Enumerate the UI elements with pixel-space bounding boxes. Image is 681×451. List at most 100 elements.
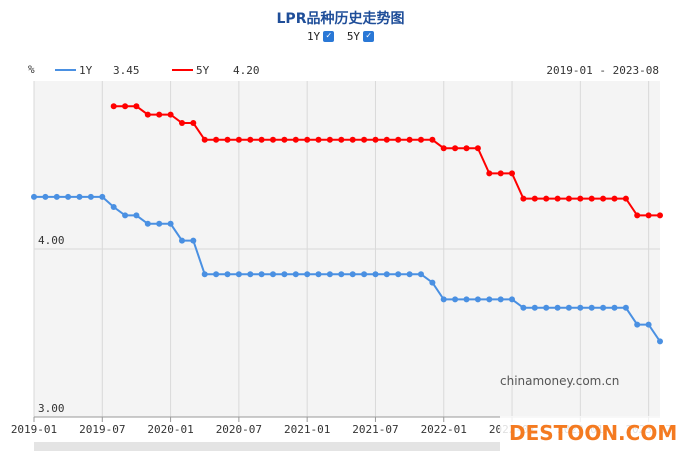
data-point[interactable] [406, 136, 413, 143]
data-point[interactable] [383, 271, 390, 278]
data-point[interactable] [406, 271, 413, 278]
data-point[interactable] [76, 193, 83, 200]
scrollbar-track[interactable] [34, 442, 500, 451]
data-point[interactable] [418, 136, 424, 143]
data-point[interactable] [292, 271, 299, 278]
data-point[interactable] [429, 136, 436, 143]
data-point[interactable] [429, 279, 436, 286]
data-point[interactable] [588, 195, 595, 202]
data-point[interactable] [554, 304, 561, 311]
data-point[interactable] [634, 321, 641, 328]
data-point[interactable] [31, 193, 37, 200]
data-point[interactable] [235, 136, 242, 143]
data-point[interactable] [622, 195, 629, 202]
data-point[interactable] [440, 296, 447, 303]
data-point[interactable] [361, 271, 368, 278]
data-point[interactable] [565, 304, 572, 311]
data-point[interactable] [349, 271, 356, 278]
data-point[interactable] [486, 170, 493, 177]
data-point[interactable] [372, 136, 379, 143]
data-point[interactable] [349, 136, 356, 143]
data-point[interactable] [497, 170, 504, 177]
data-point[interactable] [645, 212, 652, 219]
data-point[interactable] [167, 111, 174, 118]
data-point[interactable] [600, 195, 607, 202]
data-point[interactable] [520, 195, 527, 202]
data-point[interactable] [133, 212, 140, 219]
data-point[interactable] [99, 193, 106, 200]
data-point[interactable] [543, 195, 550, 202]
data-point[interactable] [213, 136, 220, 143]
data-point[interactable] [122, 212, 129, 219]
data-point[interactable] [531, 195, 538, 202]
data-point[interactable] [144, 111, 151, 118]
data-point[interactable] [588, 304, 595, 311]
data-point[interactable] [338, 136, 345, 143]
data-point[interactable] [326, 271, 333, 278]
data-point[interactable] [156, 111, 163, 118]
checkbox-5y-icon[interactable]: ✓ [363, 31, 375, 42]
data-point[interactable] [418, 271, 424, 278]
data-point[interactable] [395, 271, 402, 278]
data-point[interactable] [486, 296, 493, 303]
data-point[interactable] [270, 271, 276, 278]
toggle-1y[interactable]: 1Y ✓ [307, 30, 335, 43]
data-point[interactable] [110, 103, 117, 110]
data-point[interactable] [611, 195, 618, 202]
data-point[interactable] [281, 271, 288, 278]
data-point[interactable] [258, 136, 265, 143]
data-point[interactable] [361, 136, 368, 143]
data-point[interactable] [463, 296, 470, 303]
checkbox-1y-icon[interactable]: ✓ [323, 31, 335, 42]
data-point[interactable] [543, 304, 550, 311]
data-point[interactable] [315, 271, 322, 278]
data-point[interactable] [110, 204, 117, 210]
data-point[interactable] [497, 296, 504, 303]
toggle-5y[interactable]: 5Y ✓ [347, 30, 375, 43]
data-point[interactable] [463, 145, 470, 152]
data-point[interactable] [190, 120, 197, 126]
data-point[interactable] [224, 136, 231, 143]
data-point[interactable] [122, 103, 129, 110]
data-point[interactable] [156, 220, 163, 227]
data-point[interactable] [65, 193, 72, 200]
data-point[interactable] [270, 136, 276, 143]
data-point[interactable] [304, 271, 311, 278]
data-point[interactable] [179, 237, 185, 244]
data-point[interactable] [474, 145, 481, 152]
data-point[interactable] [247, 271, 254, 278]
data-point[interactable] [531, 304, 538, 311]
data-point[interactable] [520, 304, 527, 311]
data-point[interactable] [645, 321, 652, 328]
data-point[interactable] [634, 212, 641, 219]
data-point[interactable] [53, 193, 60, 200]
data-point[interactable] [213, 271, 220, 278]
data-point[interactable] [292, 136, 299, 143]
data-point[interactable] [452, 145, 459, 152]
data-point[interactable] [452, 296, 459, 303]
data-point[interactable] [565, 195, 572, 202]
data-point[interactable] [247, 136, 254, 143]
data-point[interactable] [144, 220, 151, 227]
data-point[interactable] [258, 271, 265, 278]
data-point[interactable] [42, 193, 49, 200]
data-point[interactable] [657, 338, 663, 345]
data-point[interactable] [326, 136, 333, 143]
data-point[interactable] [577, 195, 584, 202]
data-point[interactable] [474, 296, 481, 303]
data-point[interactable] [133, 103, 140, 110]
data-point[interactable] [509, 170, 515, 177]
data-point[interactable] [179, 120, 185, 126]
data-point[interactable] [577, 304, 584, 311]
data-point[interactable] [622, 304, 629, 311]
data-point[interactable] [201, 136, 208, 143]
data-point[interactable] [315, 136, 322, 143]
data-point[interactable] [190, 237, 197, 244]
data-point[interactable] [383, 136, 390, 143]
data-point[interactable] [235, 271, 242, 278]
data-point[interactable] [201, 271, 208, 278]
data-point[interactable] [87, 193, 94, 200]
data-point[interactable] [554, 195, 561, 202]
data-point[interactable] [611, 304, 618, 311]
data-point[interactable] [224, 271, 231, 278]
